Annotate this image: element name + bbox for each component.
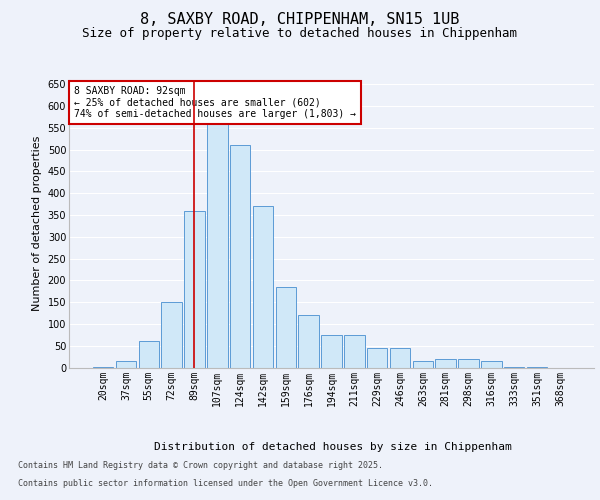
Text: Size of property relative to detached houses in Chippenham: Size of property relative to detached ho…	[83, 28, 517, 40]
Text: Contains public sector information licensed under the Open Government Licence v3: Contains public sector information licen…	[18, 478, 433, 488]
Y-axis label: Number of detached properties: Number of detached properties	[32, 136, 42, 312]
Text: Distribution of detached houses by size in Chippenham: Distribution of detached houses by size …	[154, 442, 512, 452]
Bar	[390, 348, 410, 368]
Bar	[504, 366, 524, 368]
Bar	[93, 366, 113, 368]
Bar	[207, 110, 227, 368]
Bar	[139, 342, 159, 367]
Bar	[367, 348, 388, 368]
Bar	[344, 335, 365, 368]
Bar	[458, 359, 479, 368]
Text: 8 SAXBY ROAD: 92sqm
← 25% of detached houses are smaller (602)
74% of semi-detac: 8 SAXBY ROAD: 92sqm ← 25% of detached ho…	[74, 86, 356, 119]
Bar	[161, 302, 182, 368]
Bar	[184, 210, 205, 368]
Bar	[275, 287, 296, 368]
Bar	[298, 315, 319, 368]
Bar	[527, 366, 547, 368]
Bar	[321, 335, 342, 368]
Bar	[230, 146, 250, 368]
Text: Contains HM Land Registry data © Crown copyright and database right 2025.: Contains HM Land Registry data © Crown c…	[18, 461, 383, 470]
Text: 8, SAXBY ROAD, CHIPPENHAM, SN15 1UB: 8, SAXBY ROAD, CHIPPENHAM, SN15 1UB	[140, 12, 460, 28]
Bar	[413, 361, 433, 368]
Bar	[436, 359, 456, 368]
Bar	[481, 361, 502, 368]
Bar	[116, 361, 136, 368]
Bar	[253, 206, 273, 368]
